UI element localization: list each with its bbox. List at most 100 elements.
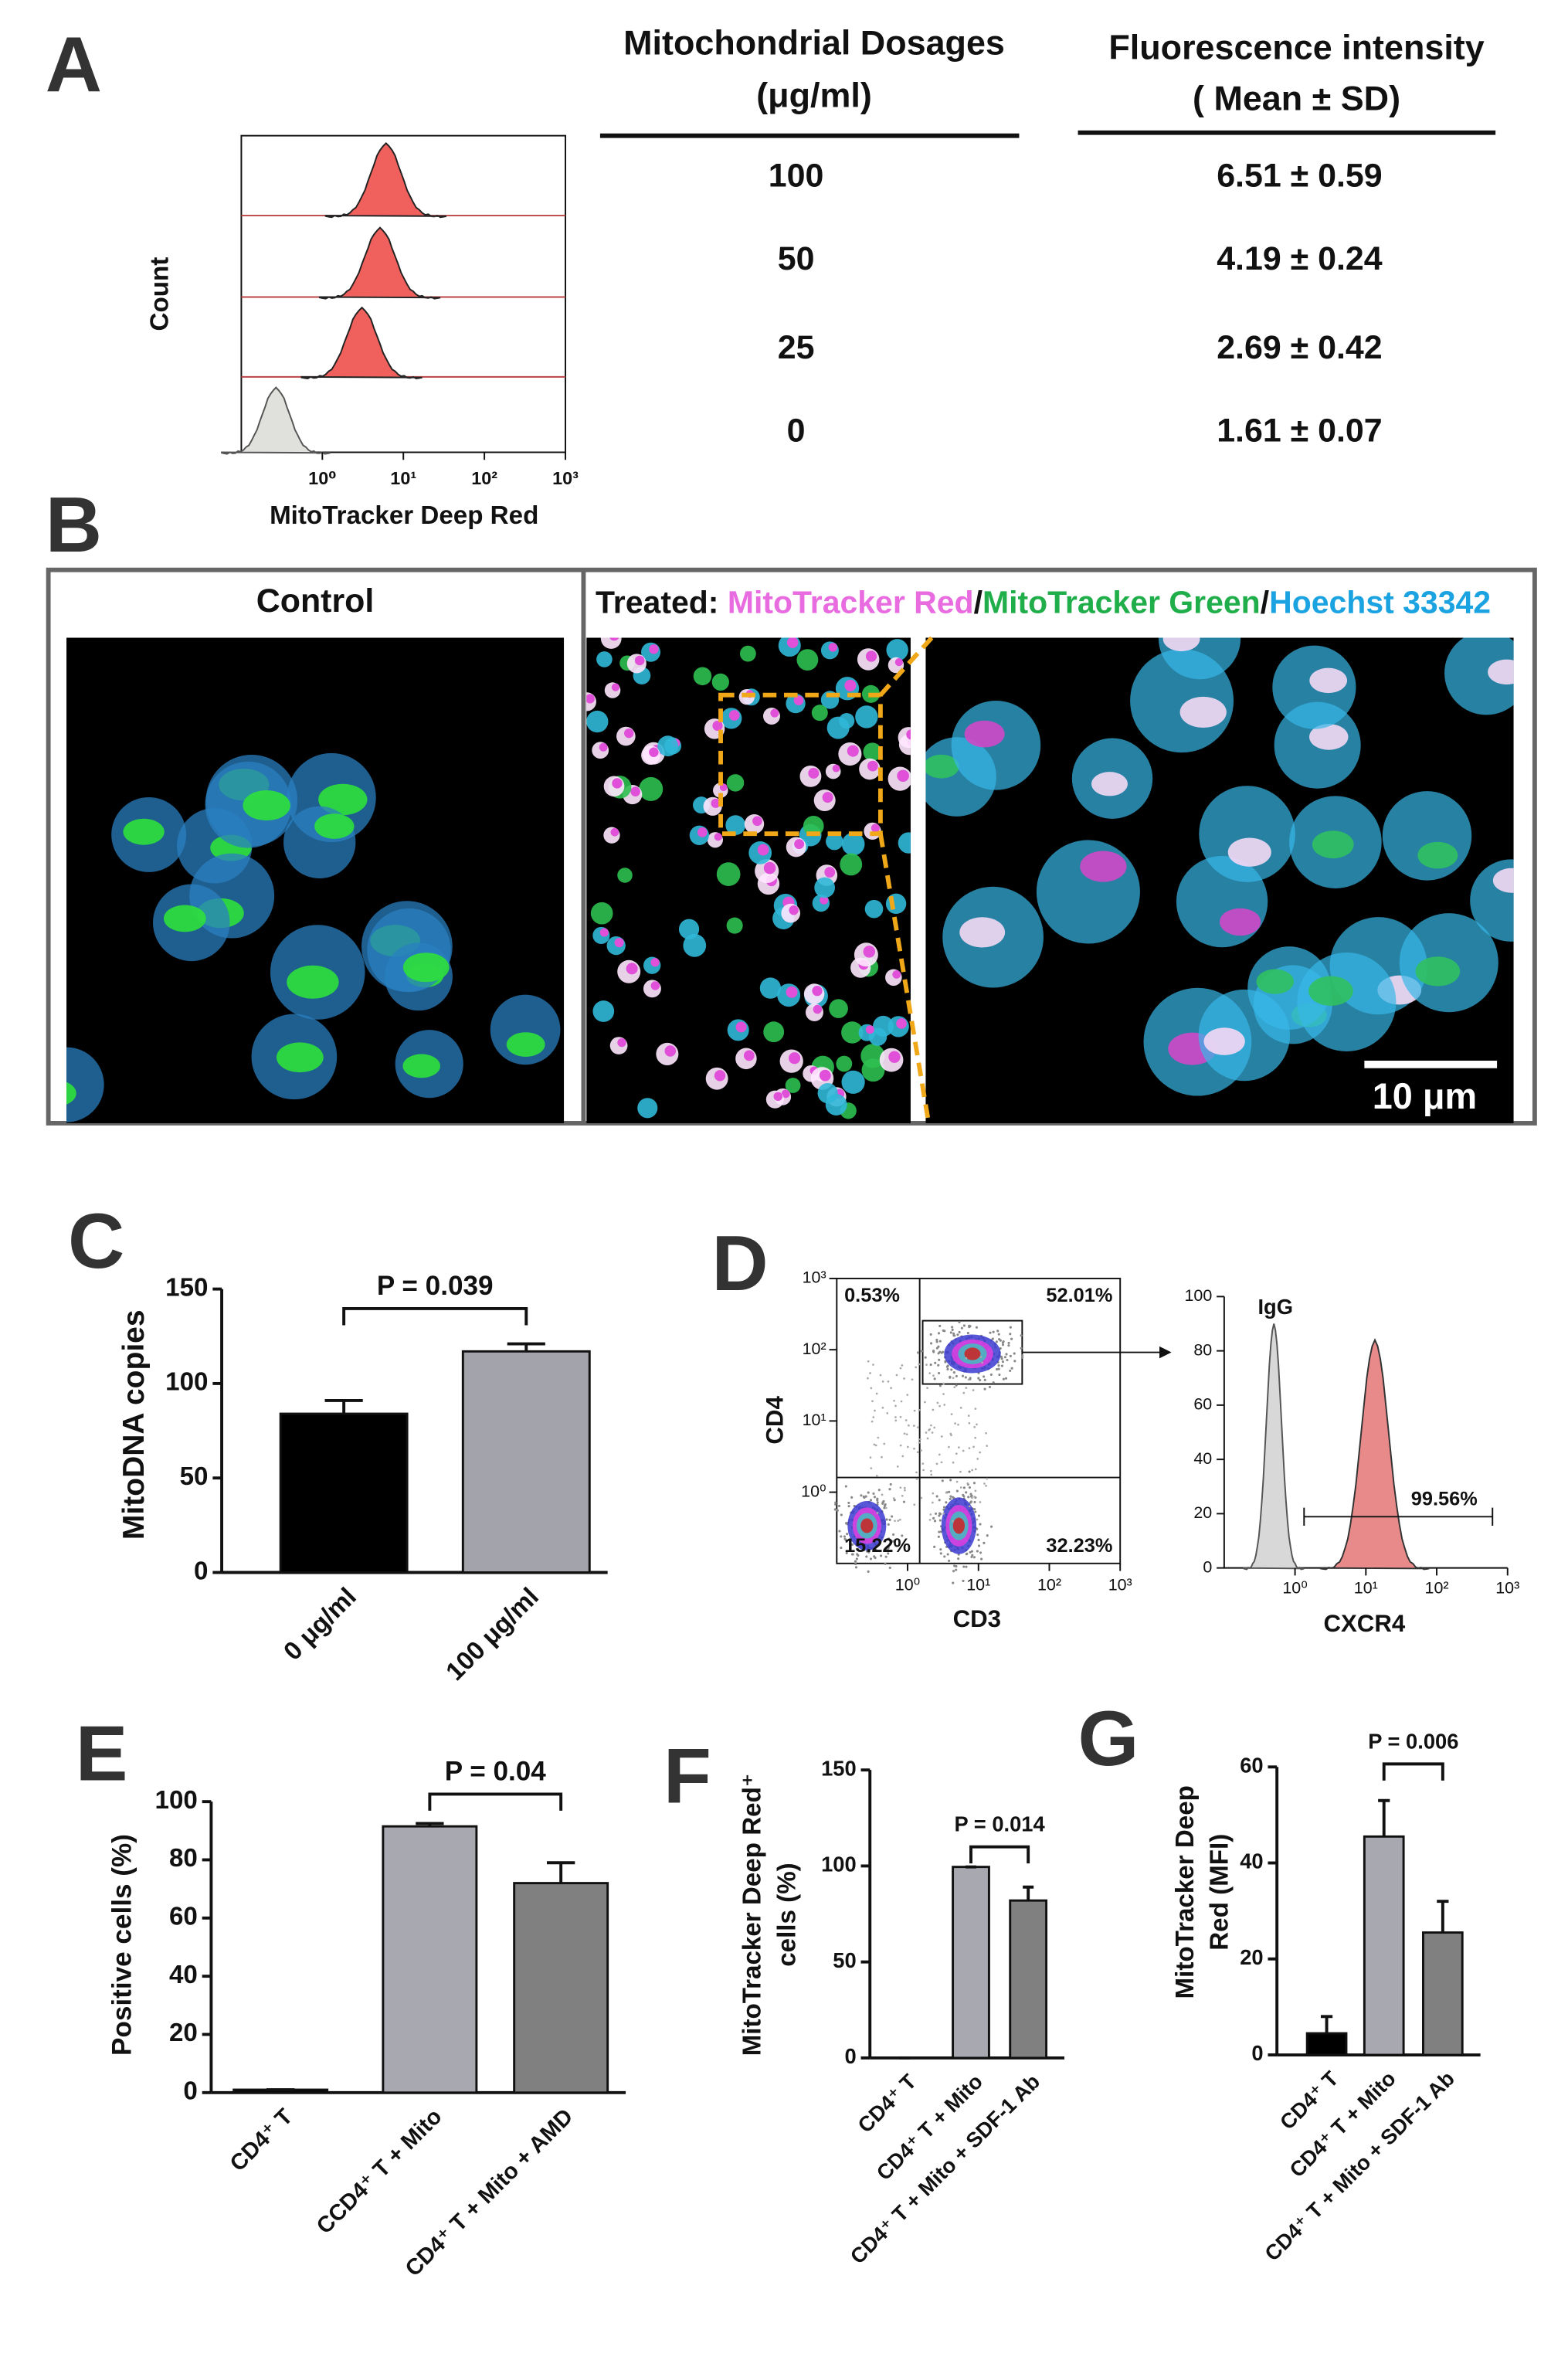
mito [1203, 1027, 1245, 1055]
y-tick-label: 40 [1193, 1449, 1212, 1468]
mito [719, 783, 728, 792]
event [907, 1445, 909, 1448]
cell [811, 705, 828, 722]
event [1001, 1343, 1005, 1347]
stain: MitoTracker Red [728, 584, 974, 620]
x-axis-label: CXCR4 [1323, 1610, 1405, 1637]
cell [1199, 786, 1295, 882]
event [933, 1545, 936, 1548]
cell [590, 902, 613, 925]
cell [759, 977, 782, 999]
event [952, 1371, 955, 1374]
mito [163, 905, 206, 932]
histogram-peak [300, 306, 423, 380]
cell [693, 667, 712, 686]
event [1010, 1367, 1013, 1370]
mito [820, 895, 829, 905]
event [976, 1518, 979, 1521]
event [955, 1452, 958, 1455]
cell [716, 862, 741, 886]
control-cells [66, 752, 561, 1122]
event [967, 1496, 970, 1499]
cell [785, 1078, 801, 1093]
mito [599, 742, 608, 752]
event [998, 1373, 1001, 1377]
event [937, 1535, 940, 1538]
y-axis-label: Count [146, 257, 175, 331]
event [974, 1436, 977, 1439]
cell [841, 1021, 864, 1044]
y-tick-label: 100 [165, 1368, 208, 1397]
event [953, 1564, 956, 1567]
y-tick-label: 20 [1240, 1945, 1263, 1969]
event [974, 1489, 977, 1493]
event [949, 1432, 952, 1435]
event [904, 1419, 908, 1421]
event [969, 1501, 972, 1504]
y-tick-label: 60 [1193, 1395, 1212, 1414]
event [979, 1451, 982, 1454]
event [885, 1518, 888, 1521]
panel-label: E [76, 1709, 128, 1797]
mito [867, 760, 878, 772]
event [942, 1513, 945, 1515]
mito [763, 861, 776, 874]
event [971, 1496, 973, 1499]
p-value: P = 0.014 [954, 1812, 1045, 1836]
mito [1415, 956, 1461, 987]
event [971, 1554, 974, 1557]
mito [626, 963, 638, 975]
cell [1444, 637, 1514, 715]
mito [314, 813, 355, 839]
event [959, 1470, 962, 1473]
event [949, 1497, 952, 1500]
cell [586, 710, 609, 733]
y-axis-label: cells (%) [773, 1863, 802, 1967]
event [869, 1456, 872, 1459]
event [913, 1503, 916, 1506]
event [965, 1387, 968, 1389]
x-axis-label: CD3 [953, 1605, 1001, 1632]
zoom-line [878, 833, 932, 1124]
event [962, 1391, 966, 1394]
mito [832, 764, 840, 773]
histogram-peak [324, 142, 447, 219]
cell [840, 853, 863, 876]
event [975, 1326, 978, 1329]
event [903, 1432, 906, 1435]
event [976, 1533, 979, 1537]
table-cell: 4.19 ± 0.24 [1217, 240, 1383, 277]
mito [714, 833, 722, 841]
event [875, 1475, 878, 1477]
mito [650, 981, 660, 990]
mito [614, 938, 624, 948]
event [928, 1518, 932, 1521]
x-tick-label: 100 μg/ml [441, 1583, 545, 1686]
event [903, 1377, 905, 1380]
x-tick-label: 10³ [552, 468, 579, 488]
event [986, 1477, 989, 1480]
event [846, 1533, 849, 1536]
event [920, 1350, 923, 1353]
event [966, 1332, 969, 1335]
event [948, 1445, 950, 1448]
y-tick-label: 0 [194, 1557, 208, 1585]
mito [828, 643, 838, 652]
event [997, 1367, 1000, 1370]
event [860, 1494, 863, 1497]
event [913, 1447, 915, 1450]
event [979, 1523, 982, 1526]
event [935, 1462, 938, 1465]
event [876, 1512, 879, 1514]
event [915, 1366, 918, 1369]
panel-label: D [711, 1219, 768, 1307]
event [854, 1560, 857, 1563]
treated-label: Treated: [596, 584, 728, 620]
event [938, 1340, 942, 1343]
event [955, 1374, 958, 1377]
bar [461, 1350, 591, 1574]
event [920, 1449, 922, 1452]
cell [596, 651, 613, 667]
event [840, 1547, 843, 1550]
event [940, 1461, 943, 1464]
